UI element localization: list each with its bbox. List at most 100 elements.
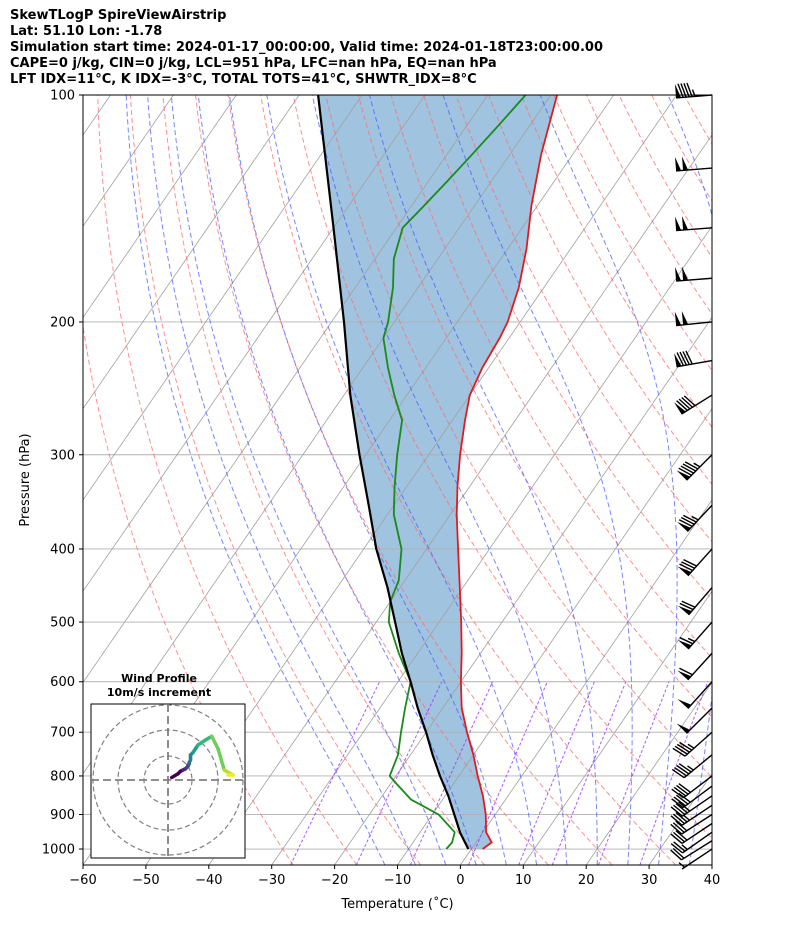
dry-adiabat: [162, 95, 485, 865]
y-tick-label: 800: [50, 769, 75, 784]
moist-adiabat: [311, 95, 568, 865]
wind-barb: [677, 548, 713, 577]
cape-line: CAPE=0 j/kg, CIN=0 j/kg, LCL=951 hPa, LF…: [10, 56, 497, 71]
dry-adiabat: [390, 95, 712, 659]
dry-adiabat: [83, 323, 294, 865]
y-axis-title: Pressure (hPa): [18, 433, 33, 526]
moist-adiabat: [667, 95, 712, 865]
wind-barb: [676, 454, 713, 481]
x-tick-label: 0: [456, 873, 464, 888]
isotherm-line: [648, 773, 712, 865]
dry-adiabat: [357, 95, 712, 718]
wind-barb: [674, 310, 713, 327]
wind-barb: [674, 350, 713, 368]
moist-adiabat: [125, 95, 386, 865]
dry-adiabat: [129, 95, 422, 865]
wind-barb: [674, 394, 713, 415]
dry-adiabat: [717, 95, 794, 865]
isotherm-line: [83, 95, 489, 684]
isotherm-line: [711, 864, 712, 865]
y-tick-label: 400: [50, 542, 75, 557]
dry-adiabat: [520, 95, 712, 429]
x-tick-label: −10: [384, 873, 411, 888]
x-tick-label: 40: [704, 873, 721, 888]
isotherm-line: [334, 316, 712, 865]
dry-adiabat: [782, 95, 794, 865]
x-tick-label: 30: [641, 873, 658, 888]
cape-cin-shade: [318, 95, 558, 849]
wind-barb: [671, 754, 713, 779]
wind-barb: [670, 813, 713, 835]
mixing-ratio-line: [597, 681, 670, 865]
mixing-ratio-line: [290, 681, 381, 865]
isotherm-line: [208, 134, 712, 865]
dry-adiabat: [455, 95, 712, 543]
x-tick-label: 20: [578, 873, 595, 888]
mixing-ratio-line: [468, 681, 548, 865]
chart-header: SkewTLogP SpireViewAirstrip Lat: 51.10 L…: [10, 8, 603, 88]
x-tick-label: −20: [321, 873, 348, 888]
moist-adiabat: [442, 95, 633, 865]
x-axis-title: Temperature (˚C): [340, 896, 453, 912]
wind-barb: [677, 621, 713, 650]
dry-adiabat: [618, 95, 712, 259]
y-tick-label: 600: [50, 675, 75, 690]
x-tick-label: −40: [195, 873, 222, 888]
moist-adiabat: [720, 95, 794, 865]
dewpoint-profile-line: [382, 95, 527, 850]
isotherm-line: [83, 95, 426, 592]
isotherm-line: [83, 95, 300, 410]
mixing-ratio-line: [551, 681, 627, 865]
moist-adiabat: [147, 95, 416, 865]
moist-adiabat: [197, 95, 477, 865]
wind-barb: [675, 216, 713, 232]
time-line: Simulation start time: 2024-01-17_00:00:…: [10, 40, 603, 55]
wind-barb: [670, 831, 713, 854]
isotherm-line: [271, 225, 712, 865]
wind-barb: [674, 156, 713, 172]
plot-area: [83, 95, 794, 865]
dry-adiabat: [325, 95, 712, 779]
y-tick-label: 900: [50, 808, 75, 823]
hodograph-segment: [210, 734, 220, 751]
x-tick-label: −50: [132, 873, 159, 888]
wind-barb: [670, 822, 713, 845]
moist-adiabat: [170, 95, 447, 865]
wind-barb: [675, 266, 713, 282]
wind-barb: [670, 795, 713, 817]
hodograph-segment: [216, 747, 226, 772]
parcel-profile-line: [317, 95, 470, 850]
wind-barb: [677, 652, 713, 681]
dry-adiabat: [683, 95, 712, 145]
y-tick-label: 200: [50, 315, 75, 330]
y-tick-label: 300: [50, 448, 75, 463]
wind-barb: [670, 840, 713, 861]
station-title: SkewTLogP SpireViewAirstrip: [10, 8, 227, 23]
wind-barb: [671, 775, 713, 799]
x-tick-label: 10: [515, 873, 532, 888]
mixing-ratio-line: [355, 681, 443, 865]
wind-barb: [670, 804, 713, 826]
temperature-profile-line: [455, 95, 558, 850]
y-tick-label: 500: [50, 616, 75, 631]
isotherm-line: [585, 681, 712, 865]
isotherm-line: [83, 95, 174, 227]
y-tick-label: 700: [50, 726, 75, 741]
inset-plot: [91, 704, 245, 858]
wind-barb: [677, 681, 713, 709]
wind-barb: [677, 587, 713, 616]
location-line: Lat: 51.10 Lon: -1.78: [10, 24, 163, 39]
x-tick-label: −60: [69, 873, 96, 888]
isotherm-line: [460, 499, 712, 865]
wind-barb: [671, 785, 713, 809]
wind-barb: [674, 82, 713, 99]
dry-adiabat: [260, 95, 677, 865]
isotherm-line: [83, 95, 237, 319]
wind-barb: [672, 731, 713, 757]
dry-adiabat: [195, 95, 549, 865]
mixing-ratio-line: [639, 681, 709, 865]
wind-barb: [677, 504, 713, 532]
isotherm-line: [83, 95, 363, 501]
inset-subtitle: 10m/s increment: [107, 686, 211, 699]
